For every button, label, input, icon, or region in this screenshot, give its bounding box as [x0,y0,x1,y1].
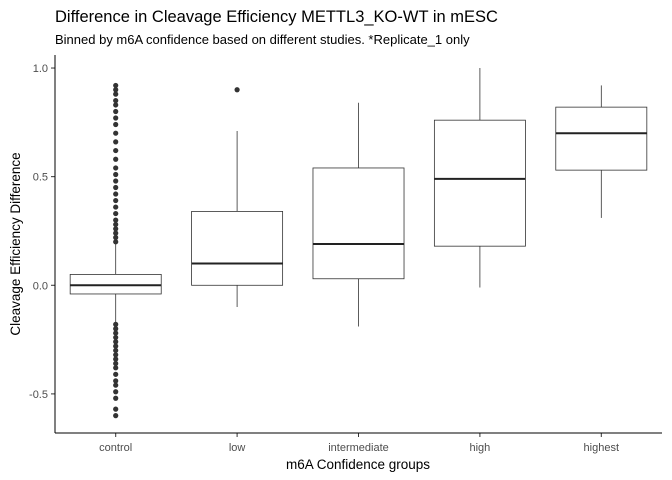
outlier-point [113,347,119,354]
outlier-point [113,102,119,108]
y-axis-title: Cleavage Efficiency Difference [8,152,23,335]
box-control [69,82,162,419]
outlier-point [113,326,119,332]
box-low [191,87,284,307]
box-intermediate [312,102,405,327]
outlier-point [113,197,119,204]
box-rect [433,119,526,247]
outlier-point [113,339,119,345]
box-rect [191,211,284,286]
outlier-point [113,378,119,384]
x-tick-label: control [99,442,132,454]
outlier-point [113,210,119,217]
outlier-point [113,184,119,191]
outlier-point [113,147,119,154]
outlier-point [113,234,119,241]
outlier-point [113,334,119,341]
box-rect [312,167,405,280]
outlier-point [113,406,119,412]
outlier-point [113,130,119,136]
outlier-point [113,121,119,128]
outlier-point [113,321,119,327]
chart-subtitle: Binned by m6A confidence based on differ… [55,32,470,47]
outlier-point [113,108,119,115]
outlier-point [113,352,119,358]
chart-title: Difference in Cleavage Efficiency METTL3… [55,8,498,26]
outlier-point [113,371,119,377]
outlier-point [113,178,119,184]
x-axis-ticks: control low intermediate high highest [99,433,619,454]
box-high [433,68,526,288]
outlier-point [113,171,119,178]
x-tick-label: high [470,442,491,454]
outlier-point [113,87,119,93]
x-axis-title: m6A Confidence groups [286,457,430,472]
outlier-point [113,413,119,419]
x-tick-label: highest [584,442,619,454]
y-axis-ticks: -0.5 0.0 0.5 1.0 [29,63,55,401]
outlier-point [113,191,119,197]
outlier-point [113,239,119,245]
outlier-point [113,226,119,232]
outlier-point [113,115,119,121]
y-tick-label: -0.5 [29,389,48,401]
x-tick-label: intermediate [328,442,389,454]
outlier-point [113,139,119,145]
box-highest [555,85,648,218]
outlier-point [113,156,119,162]
box-rect [69,274,162,295]
outlier-point [113,356,119,362]
outlier-point [113,82,119,89]
outlier-point [113,230,119,236]
outlier-point [113,91,119,97]
y-tick-label: 1.0 [33,63,48,75]
y-tick-label: 0.0 [33,280,48,292]
outlier-point [113,221,119,228]
outlier-point [113,165,119,171]
outlier-point [113,389,119,395]
y-tick-label: 0.5 [33,172,48,184]
outlier-point [113,365,119,371]
outlier-point [113,360,119,367]
x-tick-label: low [229,442,246,454]
boxes-layer [69,68,648,419]
outlier-point [113,343,119,349]
outlier-point [113,330,119,336]
outlier-point [113,98,119,104]
outlier-point [234,87,240,93]
outlier-point [113,395,119,401]
outlier-point [113,217,119,223]
outlier-point [113,382,119,388]
box-rect [555,106,648,171]
outlier-point [113,204,119,210]
